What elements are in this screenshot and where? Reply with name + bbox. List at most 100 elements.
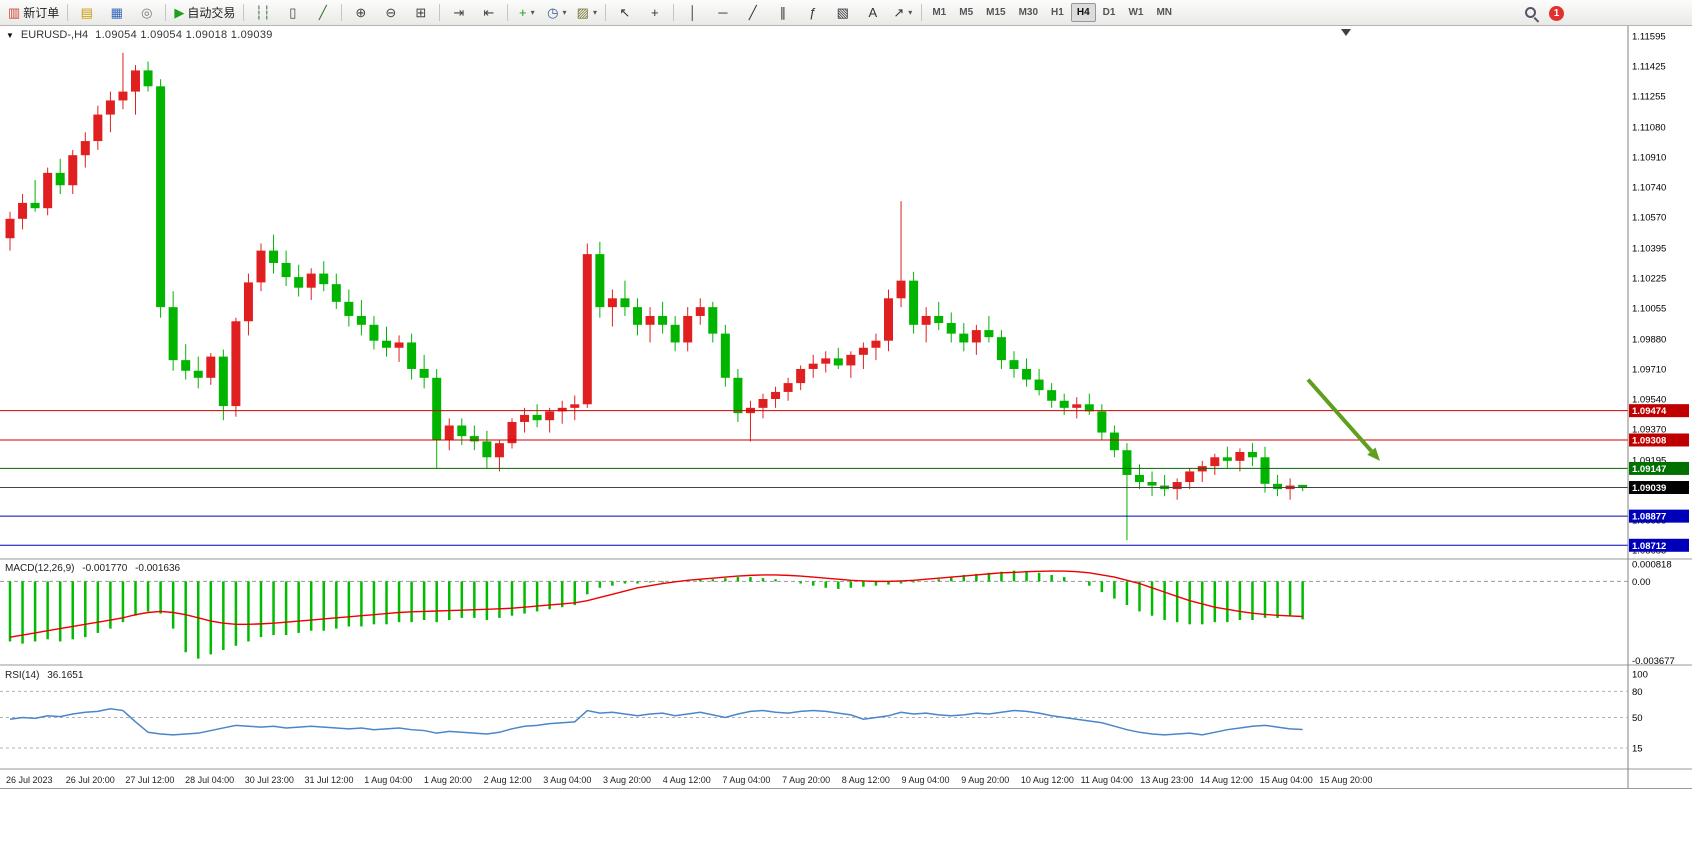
svg-text:11 Aug 04:00: 11 Aug 04:00: [1081, 775, 1133, 785]
tile-windows-button[interactable]: ⊞: [406, 1, 435, 24]
svg-text:8 Aug 12:00: 8 Aug 12:00: [842, 775, 890, 785]
candlestick-chart-button[interactable]: ▯: [278, 1, 307, 24]
macd-signal-line: [9, 570, 1303, 638]
timeframe-h4-button[interactable]: H4: [1070, 3, 1096, 22]
chart-shift-marker[interactable]: [1341, 29, 1351, 36]
arrows-button[interactable]: ↗ ▾: [888, 1, 917, 24]
cursor-button[interactable]: ↖: [610, 1, 639, 24]
timeframe-m15-button[interactable]: M15: [986, 7, 1006, 18]
autotrading-icon: ▶: [174, 5, 185, 20]
svg-text:7 Aug 04:00: 7 Aug 04:00: [722, 775, 770, 785]
svg-text:2 Aug 12:00: 2 Aug 12:00: [484, 775, 532, 785]
svg-text:1.11080: 1.11080: [1632, 122, 1666, 133]
macd-pane: 0.000818 0.00 -0.003677: [0, 559, 1675, 667]
chart-symbol-title: EURUSD-,H4: [20, 29, 89, 41]
indicators-button[interactable]: + ▾: [512, 1, 541, 24]
svg-text:1.09195: 1.09195: [1632, 455, 1666, 466]
macd-signal-value: -0.001636: [135, 563, 181, 574]
rsi-name: RSI(14): [5, 670, 40, 681]
arrows-icon: ↗: [893, 5, 905, 20]
candlesticks: [5, 52, 1308, 541]
zoom-in-button[interactable]: ⊕: [346, 1, 375, 24]
toolbar-separator: [439, 4, 441, 21]
chart-header: ▼ EURUSD-,H4 1.09054 1.09054 1.09018 1.0…: [6, 29, 273, 41]
navigator-button[interactable]: ◎: [132, 1, 161, 24]
svg-text:1.09540: 1.09540: [1632, 395, 1666, 406]
crosshair-icon: +: [651, 5, 659, 20]
notifications-badge[interactable]: 1: [1549, 5, 1564, 21]
line-chart-button[interactable]: ╱: [308, 1, 337, 24]
zoom-out-icon: ⊖: [385, 5, 397, 20]
rsi-line: [9, 708, 1303, 736]
horizontal-line-icon: ─: [718, 5, 728, 20]
svg-text:1.08877: 1.08877: [1632, 512, 1666, 523]
templates-button[interactable]: ▨ ▾: [572, 1, 601, 24]
svg-text:1 Aug 04:00: 1 Aug 04:00: [364, 775, 412, 785]
autotrading-button-label: 自动交易: [187, 6, 236, 20]
timeframe-mn-button[interactable]: MN: [1156, 7, 1172, 18]
svg-text:1.11595: 1.11595: [1632, 31, 1666, 42]
time-axis[interactable]: 26 Jul 2023 26 Jul 20:00 27 Jul 12:00 28 Ju…: [6, 775, 1372, 785]
periods-button[interactable]: ◷ ▾: [542, 1, 571, 24]
timeframe-m5-button[interactable]: M5: [959, 7, 974, 18]
svg-text:1.09308: 1.09308: [1632, 435, 1666, 446]
svg-text:3 Aug 20:00: 3 Aug 20:00: [603, 775, 651, 785]
svg-text:9 Aug 04:00: 9 Aug 04:00: [902, 775, 950, 785]
shapes-button[interactable]: ▧: [828, 1, 857, 24]
timeframe-m1-button[interactable]: M1: [932, 7, 947, 18]
fibonacci-icon: ƒ: [809, 5, 817, 20]
market-watch-button[interactable]: ▤: [72, 1, 101, 24]
svg-text:1.10740: 1.10740: [1632, 183, 1666, 194]
trendline-button[interactable]: ╱: [738, 1, 767, 24]
zoom-out-button[interactable]: ⊖: [376, 1, 405, 24]
svg-text:1.09474: 1.09474: [1632, 406, 1667, 417]
timeframe-m30-button[interactable]: M30: [1018, 7, 1039, 18]
svg-text:1.10225: 1.10225: [1632, 273, 1666, 284]
chevron-down-icon: ▾: [530, 8, 535, 17]
timeframe-d1-button[interactable]: D1: [1102, 7, 1116, 18]
horizontal-line-button[interactable]: ─: [708, 1, 737, 24]
chevron-down-icon: ▾: [592, 8, 597, 17]
channel-button[interactable]: ∥: [768, 1, 797, 24]
text-button[interactable]: A: [858, 1, 887, 24]
rsi-indicator-label: RSI(14) 36.1651: [5, 670, 88, 681]
crosshair-button[interactable]: +: [640, 1, 669, 24]
timeframe-w1-button[interactable]: W1: [1128, 7, 1144, 18]
toolbar-separator: [341, 4, 343, 21]
horizontal-level-lines[interactable]: [0, 410, 1628, 546]
auto-scroll-button[interactable]: ⇥: [444, 1, 473, 24]
trend-arrow-annotation[interactable]: [1306, 378, 1380, 461]
svg-text:1.11425: 1.11425: [1632, 61, 1666, 72]
svg-text:1.09147: 1.09147: [1632, 464, 1666, 475]
toolbar-separator: [673, 4, 675, 21]
bottom-strip: [0, 788, 1692, 854]
new-order-button[interactable]: ▥ 新订单: [4, 1, 63, 24]
svg-text:26 Jul 2023: 26 Jul 2023: [6, 775, 53, 785]
search-icon[interactable]: [1523, 5, 1539, 21]
toolbar-separator: [921, 4, 923, 21]
macd-name: MACD(12,26,9): [5, 563, 75, 574]
chart-shift-button[interactable]: ⇤: [474, 1, 503, 24]
cursor-icon: ↖: [619, 5, 631, 20]
svg-text:-0.003677: -0.003677: [1632, 656, 1675, 667]
data-window-button[interactable]: ▦: [102, 1, 131, 24]
toolbar-separator: [243, 4, 245, 21]
chart-plot-area[interactable]: [0, 26, 1628, 768]
svg-text:100: 100: [1632, 669, 1648, 680]
zoom-in-icon: ⊕: [355, 5, 367, 20]
fibonacci-button[interactable]: ƒ: [798, 1, 827, 24]
symbol-dropdown-icon[interactable]: ▼: [6, 30, 14, 40]
bar-chart-button[interactable]: ┆┆: [248, 1, 277, 24]
svg-text:14 Aug 12:00: 14 Aug 12:00: [1200, 775, 1253, 785]
vertical-line-button[interactable]: │: [678, 1, 707, 24]
macd-indicator-label: MACD(12,26,9) -0.001770 -0.001636: [5, 563, 185, 574]
trendline-icon: ╱: [748, 5, 757, 20]
toolbar-right-group: 1: [1523, 0, 1564, 26]
timeframe-h1-button[interactable]: H1: [1051, 7, 1064, 18]
autotrading-button[interactable]: ▶ 自动交易: [170, 1, 239, 24]
new-order-icon: ▥: [8, 5, 21, 20]
svg-text:28 Jul 04:00: 28 Jul 04:00: [185, 775, 234, 785]
shapes-icon: ▧: [836, 5, 849, 20]
indicators-icon: +: [519, 5, 527, 20]
vertical-line-icon: │: [688, 5, 697, 20]
